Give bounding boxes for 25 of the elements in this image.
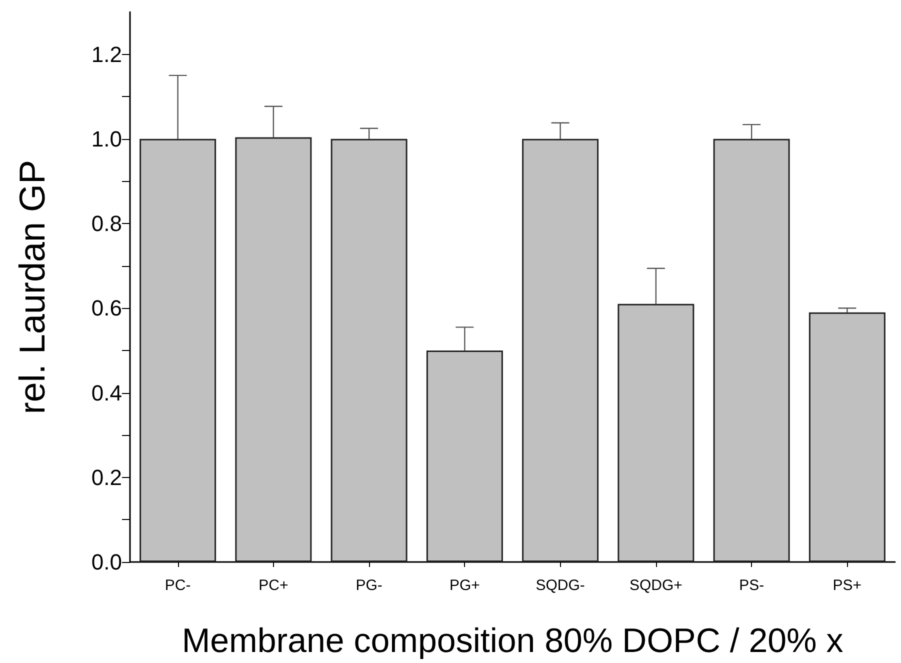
y-tick-label: 0.4 [91,380,122,406]
y-tick-label: 1.2 [91,42,122,67]
y-tick-label: 0.6 [91,296,122,321]
x-tick-label: PG+ [449,577,480,594]
x-tick-label: PC- [164,577,191,594]
y-tick-label: 0.2 [91,464,122,490]
y-axis-title: rel. Laurdan GP [12,160,52,414]
x-tick-label: PG- [356,577,382,594]
y-tick-label: 0.0 [91,550,122,574]
bar [426,350,503,562]
x-tick-label: SQDG- [536,577,585,594]
bar [808,312,886,562]
bar [330,138,408,562]
x-tick-label: PS+ [832,577,862,594]
bar [713,138,790,562]
y-tick-label: 0.8 [91,211,122,236]
bar [235,137,312,562]
x-tick-label: PC+ [258,577,288,594]
bar [140,138,216,562]
bar [618,304,694,562]
x-tick-label: SQDG+ [629,577,683,594]
x-axis-title: Membrane composition 80% DOPC / 20% x [182,622,844,660]
bar [522,138,599,562]
y-tick-label: 1.0 [91,126,122,152]
x-tick-label: PS- [739,577,764,594]
